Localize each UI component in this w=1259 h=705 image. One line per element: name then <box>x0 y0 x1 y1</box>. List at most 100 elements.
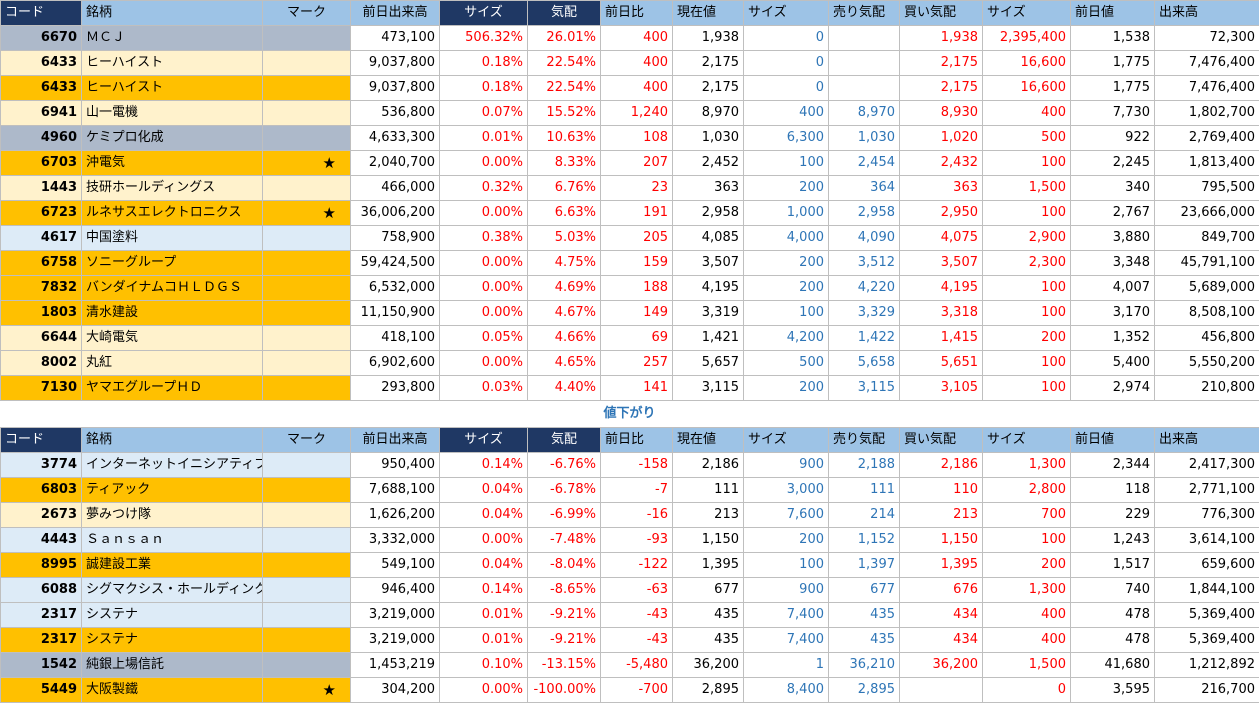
change-cell[interactable]: -16 <box>600 502 673 528</box>
mark-cell[interactable] <box>262 250 351 276</box>
col-header-prev-volume[interactable]: 前日出来高 <box>350 427 440 453</box>
size-cell[interactable]: 1,000 <box>743 200 829 226</box>
bid-cell[interactable]: 213 <box>899 502 983 528</box>
col-header-volume[interactable]: 出来高 <box>1154 0 1259 26</box>
quote-cell[interactable]: 4.40% <box>527 375 601 401</box>
name-cell[interactable]: ルネサスエレクトロニクス <box>81 200 263 226</box>
bid-cell[interactable]: 3,105 <box>899 375 983 401</box>
col-header-code[interactable]: コード <box>0 0 82 26</box>
col-header-code[interactable]: コード <box>0 427 82 453</box>
bid-cell[interactable]: 3,507 <box>899 250 983 276</box>
name-cell[interactable]: 沖電気 <box>81 150 263 176</box>
quote-cell[interactable]: -9.21% <box>527 627 601 653</box>
size-cell[interactable]: 506.32% <box>439 25 528 51</box>
size-cell[interactable]: 0.00% <box>439 150 528 176</box>
prev-close-cell[interactable]: 1,352 <box>1070 325 1155 351</box>
ask-cell[interactable]: 677 <box>828 577 900 603</box>
bid-cell[interactable]: 2,175 <box>899 75 983 101</box>
prev-close-cell[interactable]: 3,348 <box>1070 250 1155 276</box>
prev-close-cell[interactable]: 478 <box>1070 627 1155 653</box>
col-header-ask[interactable]: 売り気配 <box>828 0 900 26</box>
name-cell[interactable]: Ｓａｎｓａｎ <box>81 527 263 553</box>
col-header-size[interactable]: サイズ <box>743 0 829 26</box>
size-cell[interactable]: 100 <box>982 300 1071 326</box>
size-cell[interactable]: 0.00% <box>439 527 528 553</box>
volume-cell[interactable]: 45,791,100 <box>1154 250 1259 276</box>
bid-cell[interactable]: 2,950 <box>899 200 983 226</box>
prev-volume-cell[interactable]: 36,006,200 <box>350 200 440 226</box>
quote-cell[interactable]: -8.04% <box>527 552 601 578</box>
table-row[interactable]: 7130 ヤマエグループＨＤ 293,800 0.03% 4.40% 141 3,115 20… <box>0 375 1259 401</box>
mark-cell[interactable] <box>262 75 351 101</box>
volume-cell[interactable]: 2,417,300 <box>1154 452 1259 478</box>
change-cell[interactable]: 69 <box>600 325 673 351</box>
prev-close-cell[interactable]: 1,517 <box>1070 552 1155 578</box>
prev-volume-cell[interactable]: 3,219,000 <box>350 627 440 653</box>
prev-volume-cell[interactable]: 59,424,500 <box>350 250 440 276</box>
change-cell[interactable]: 205 <box>600 225 673 251</box>
size-cell[interactable]: 0.07% <box>439 100 528 126</box>
volume-cell[interactable]: 5,550,200 <box>1154 350 1259 376</box>
volume-cell[interactable]: 776,300 <box>1154 502 1259 528</box>
ask-cell[interactable]: 3,329 <box>828 300 900 326</box>
volume-cell[interactable]: 659,600 <box>1154 552 1259 578</box>
size-cell[interactable]: 0 <box>982 677 1071 703</box>
prev-close-cell[interactable]: 2,245 <box>1070 150 1155 176</box>
mark-cell[interactable] <box>262 100 351 126</box>
ask-cell[interactable]: 1,422 <box>828 325 900 351</box>
price-cell[interactable]: 5,657 <box>672 350 744 376</box>
code-cell[interactable]: 8995 <box>0 552 82 578</box>
name-cell[interactable]: ティアック <box>81 477 263 503</box>
mark-cell[interactable] <box>262 627 351 653</box>
prev-close-cell[interactable]: 3,595 <box>1070 677 1155 703</box>
size-cell[interactable]: 0.14% <box>439 452 528 478</box>
quote-cell[interactable]: -7.48% <box>527 527 601 553</box>
name-cell[interactable]: 技研ホールディングス <box>81 175 263 201</box>
mark-cell[interactable] <box>262 477 351 503</box>
table-row[interactable]: 6644 大崎電気 418,100 0.05% 4.66% 69 1,421 4,200 1,4… <box>0 325 1259 351</box>
quote-cell[interactable]: 22.54% <box>527 75 601 101</box>
table-row[interactable]: 1443 技研ホールディングス 466,000 0.32% 6.76% 23 363 200 3… <box>0 175 1259 201</box>
quote-cell[interactable]: 6.63% <box>527 200 601 226</box>
quote-cell[interactable]: -9.21% <box>527 602 601 628</box>
size-cell[interactable]: 200 <box>982 552 1071 578</box>
col-header-prev-close[interactable]: 前日値 <box>1070 427 1155 453</box>
change-cell[interactable]: 108 <box>600 125 673 151</box>
volume-cell[interactable]: 795,500 <box>1154 175 1259 201</box>
prev-volume-cell[interactable]: 7,688,100 <box>350 477 440 503</box>
prev-volume-cell[interactable]: 536,800 <box>350 100 440 126</box>
col-header-size[interactable]: サイズ <box>439 427 528 453</box>
prev-close-cell[interactable]: 1,243 <box>1070 527 1155 553</box>
size-cell[interactable]: 0.04% <box>439 502 528 528</box>
quote-cell[interactable]: -6.76% <box>527 452 601 478</box>
table-row[interactable]: 4617 中国塗料 758,900 0.38% 5.03% 205 4,085 4,000 4,… <box>0 225 1259 251</box>
price-cell[interactable]: 1,030 <box>672 125 744 151</box>
name-cell[interactable]: 大崎電気 <box>81 325 263 351</box>
price-cell[interactable]: 4,085 <box>672 225 744 251</box>
size-cell[interactable]: 900 <box>743 452 829 478</box>
volume-cell[interactable]: 1,802,700 <box>1154 100 1259 126</box>
col-header-ask[interactable]: 売り気配 <box>828 427 900 453</box>
prev-volume-cell[interactable]: 9,037,800 <box>350 75 440 101</box>
name-cell[interactable]: シグマクシス・ホールディンク <box>81 577 263 603</box>
change-cell[interactable]: -43 <box>600 627 673 653</box>
mark-cell[interactable] <box>262 225 351 251</box>
name-cell[interactable]: ヤマエグループＨＤ <box>81 375 263 401</box>
col-header-size[interactable]: サイズ <box>982 0 1071 26</box>
price-cell[interactable]: 1,395 <box>672 552 744 578</box>
star-icon[interactable]: ★ <box>262 677 351 703</box>
ask-cell[interactable]: 1,152 <box>828 527 900 553</box>
table-row[interactable]: 6803 ティアック 7,688,100 0.04% -6.78% -7 111 3,000 1… <box>0 477 1259 503</box>
size-cell[interactable]: 100 <box>982 200 1071 226</box>
prev-volume-cell[interactable]: 6,902,600 <box>350 350 440 376</box>
ask-cell[interactable]: 435 <box>828 602 900 628</box>
bid-cell[interactable]: 1,020 <box>899 125 983 151</box>
prev-volume-cell[interactable]: 293,800 <box>350 375 440 401</box>
size-cell[interactable]: 0.05% <box>439 325 528 351</box>
ask-cell[interactable]: 2,958 <box>828 200 900 226</box>
size-cell[interactable]: 0 <box>743 25 829 51</box>
price-cell[interactable]: 435 <box>672 627 744 653</box>
ask-cell[interactable]: 435 <box>828 627 900 653</box>
code-cell[interactable]: 6433 <box>0 50 82 76</box>
table-row[interactable]: 6723 ルネサスエレクトロニクス ★ 36,006,200 0.00% 6.63% 191… <box>0 200 1259 226</box>
